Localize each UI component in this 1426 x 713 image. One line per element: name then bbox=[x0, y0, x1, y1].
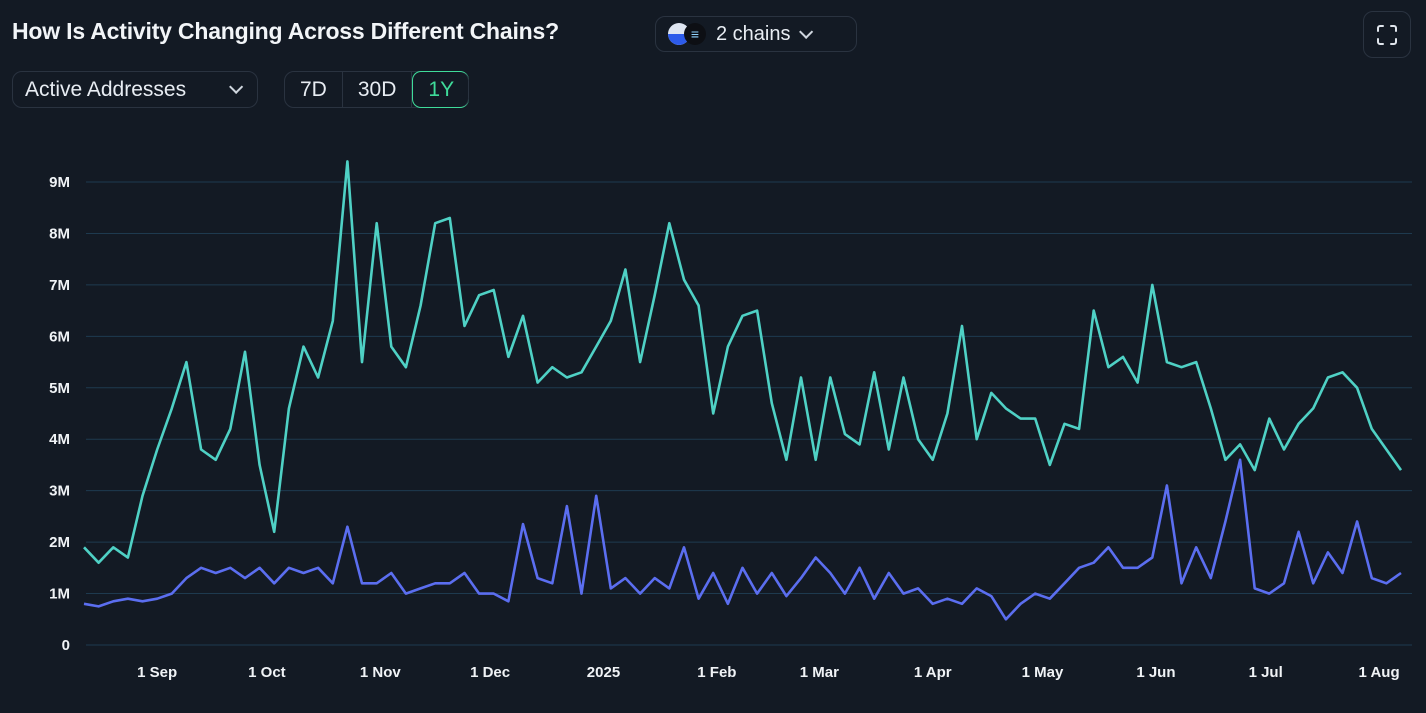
x-tick-label: 1 Dec bbox=[470, 664, 510, 681]
y-tick-label: 2M bbox=[49, 534, 70, 551]
y-tick-label: 9M bbox=[49, 174, 70, 191]
y-tick-label: 0 bbox=[62, 637, 70, 654]
x-tick-label: 1 May bbox=[1022, 664, 1064, 681]
y-tick-label: 7M bbox=[49, 277, 70, 294]
x-axis: 1 Sep 1 Oct 1 Nov 1 Dec 2025 1 Feb 1 Mar 1 Apr 1… bbox=[137, 664, 1399, 681]
series-lines bbox=[83, 160, 1403, 621]
metric-dropdown-value: Active Addresses bbox=[25, 77, 187, 101]
fullscreen-button[interactable] bbox=[1363, 11, 1411, 58]
x-tick-label: 1 Apr bbox=[914, 664, 952, 681]
expand-icon bbox=[1377, 24, 1397, 45]
y-tick-label: 8M bbox=[49, 225, 70, 242]
chain-selector-label: 2 chains bbox=[716, 22, 791, 45]
y-tick-label: 5M bbox=[49, 380, 70, 397]
y-tick-label: 4M bbox=[49, 431, 70, 448]
y-tick-label: 1M bbox=[49, 586, 70, 603]
x-tick-label: 1 Aug bbox=[1359, 664, 1400, 681]
range-1y-button[interactable]: 1Y bbox=[412, 71, 470, 108]
x-tick-label: 1 Feb bbox=[697, 664, 736, 681]
metric-dropdown[interactable]: Active Addresses bbox=[12, 71, 258, 108]
grid-lines bbox=[86, 181, 1412, 646]
range-30d-button[interactable]: 30D bbox=[343, 72, 413, 107]
range-7d-button[interactable]: 7D bbox=[285, 72, 343, 107]
y-tick-label: 3M bbox=[49, 483, 70, 500]
x-tick-label: 1 Oct bbox=[248, 664, 286, 681]
solana-chain-icon: ≡ bbox=[684, 23, 706, 45]
x-tick-label: 1 Nov bbox=[360, 664, 402, 681]
chain-selector-button[interactable]: ≡ 2 chains bbox=[655, 16, 857, 52]
time-range-toggle: 7D 30D 1Y bbox=[284, 71, 470, 108]
x-tick-label: 1 Jun bbox=[1136, 664, 1175, 681]
x-tick-label: 1 Sep bbox=[137, 664, 177, 681]
x-tick-label: 1 Mar bbox=[800, 664, 839, 681]
x-tick-label: 2025 bbox=[587, 664, 620, 681]
x-tick-label: 1 Jul bbox=[1249, 664, 1283, 681]
y-axis: 0 1M 2M 3M 4M 5M 6M 7M 8M 9M bbox=[49, 174, 70, 654]
y-tick-label: 6M bbox=[49, 328, 70, 345]
series-line-1 bbox=[83, 458, 1402, 621]
series-line-0 bbox=[83, 160, 1403, 565]
page-title: How Is Activity Changing Across Differen… bbox=[12, 18, 559, 44]
